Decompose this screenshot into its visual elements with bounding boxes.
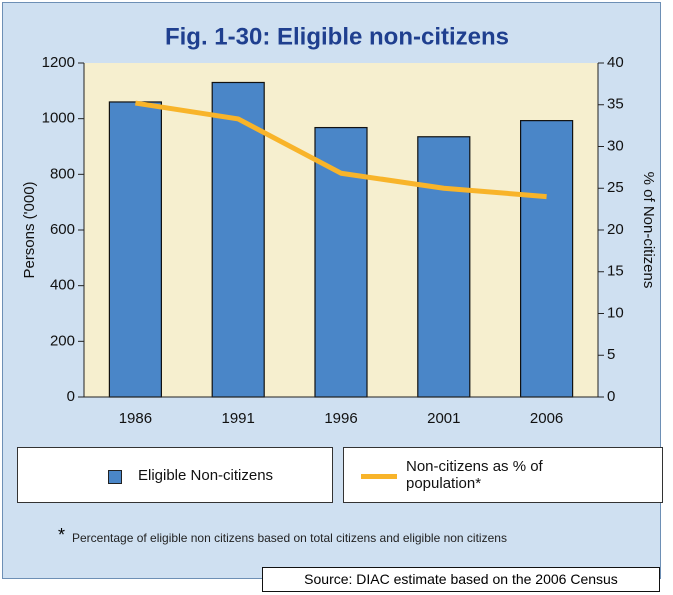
- y2-tick-label: 10: [607, 304, 624, 321]
- line: [135, 100, 547, 200]
- chart-title: Fig. 1-30: Eligible non-citizens: [165, 23, 509, 50]
- y2-tick-label: 0: [607, 388, 615, 405]
- x-tick-label: 2001: [427, 410, 460, 427]
- y-tick-label: 400: [50, 277, 75, 294]
- y2-tick-label: 5: [607, 346, 615, 363]
- x-tick-label: 1986: [119, 410, 152, 427]
- legend-label: Eligible Non-citizens: [138, 467, 274, 484]
- legend-label: Non-citizens as % of population*: [406, 458, 543, 492]
- y-tick-label: 1200: [42, 54, 75, 71]
- legend-swatch: [361, 474, 397, 479]
- y-tick-label: 600: [50, 221, 75, 238]
- bar: [519, 120, 574, 398]
- x-tick-label: 2006: [530, 410, 563, 427]
- y2-tick-label: 40: [607, 54, 624, 71]
- source: Source: DIAC estimate based on the 2006 …: [262, 567, 660, 592]
- footnote: Percentage of eligible non citizens base…: [72, 531, 507, 545]
- y2-tick-label: 20: [607, 221, 624, 238]
- y-axis-label: Persons ('000): [21, 181, 38, 278]
- bar: [108, 101, 163, 398]
- bar: [211, 81, 265, 398]
- legend-item: Non-citizens as % of population*: [343, 447, 663, 503]
- bar: [417, 136, 471, 398]
- y-tick-label: 200: [50, 332, 75, 349]
- y-tick-label: 0: [67, 388, 75, 405]
- y2-tick-label: 25: [607, 179, 624, 196]
- y2-tick-label: 15: [607, 263, 624, 280]
- y2-tick-label: 35: [607, 96, 624, 113]
- y-tick-label: 800: [50, 165, 75, 182]
- bar: [314, 126, 368, 398]
- footnote-marker: *: [58, 525, 66, 545]
- y2-axis-label: % of Non-citizens: [640, 172, 657, 289]
- legend-item: Eligible Non-citizens: [17, 447, 333, 503]
- x-tick-label: 1996: [324, 410, 357, 427]
- y-tick-label: 1000: [42, 110, 75, 127]
- legend-swatch: [108, 470, 122, 484]
- y2-tick-label: 30: [607, 137, 624, 154]
- x-tick-label: 1991: [222, 410, 255, 427]
